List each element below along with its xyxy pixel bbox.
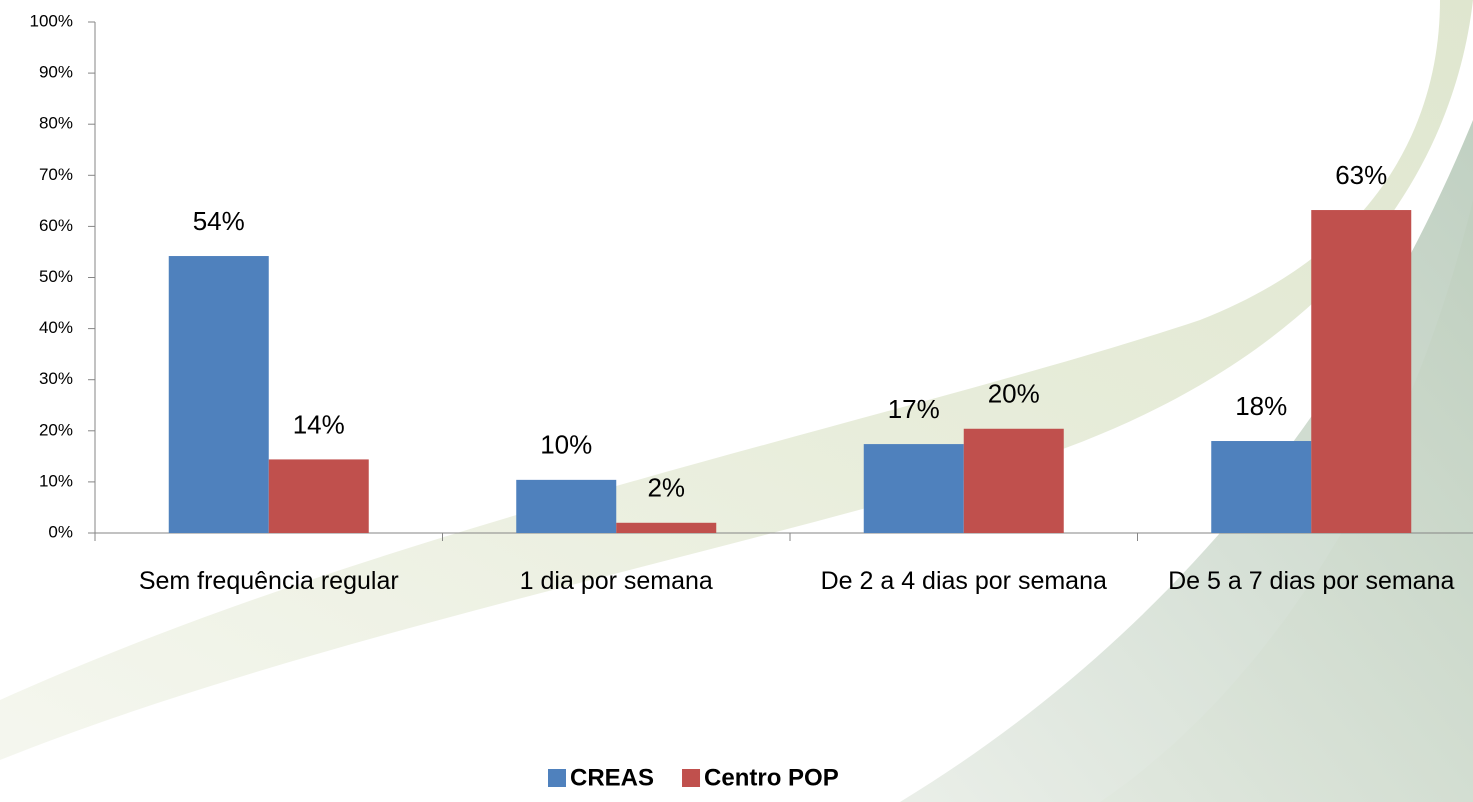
y-tick-label: 80% (39, 114, 73, 133)
y-tick-label: 70% (39, 165, 73, 184)
x-tick-label: De 2 a 4 dias por semana (814, 563, 1114, 599)
x-tick-label: Sem frequência regular (119, 563, 419, 599)
x-tick-label: 1 dia por semana (466, 563, 766, 599)
y-tick-label: 30% (39, 369, 73, 388)
bar (1211, 441, 1311, 533)
data-label: 10% (540, 430, 592, 460)
legend-label: Centro POP (704, 764, 839, 791)
y-tick-label: 20% (39, 420, 73, 439)
legend-swatch (548, 769, 566, 787)
x-tick-label: De 5 a 7 dias por semana (1161, 563, 1461, 599)
y-tick-label: 0% (48, 522, 73, 541)
chart-area: 0% 10% 20% 30% 40% 50% 60% 70% 80% 90% 100% 54% 14% 1… (0, 0, 1473, 802)
y-tick-label: 100% (30, 11, 73, 30)
data-label: 63% (1335, 160, 1387, 190)
y-tick-label: 50% (39, 267, 73, 286)
y-tick-label: 60% (39, 216, 73, 235)
bar (864, 444, 964, 533)
bar (964, 429, 1064, 533)
bar (269, 459, 369, 533)
data-label: 18% (1235, 391, 1287, 421)
data-label: 2% (647, 473, 685, 503)
legend-swatch (682, 769, 700, 787)
bar (169, 256, 269, 533)
y-tick-label: 40% (39, 318, 73, 337)
legend-label: CREAS (570, 764, 654, 791)
bar (1311, 210, 1411, 533)
chart: 0% 10% 20% 30% 40% 50% 60% 70% 80% 90% 100% 54% 14% 1… (0, 0, 1473, 802)
data-label: 17% (888, 394, 940, 424)
data-label: 54% (193, 206, 245, 236)
bar (516, 480, 616, 533)
data-label: 14% (293, 409, 345, 439)
bar (616, 523, 716, 533)
y-tick-label: 10% (39, 471, 73, 490)
data-label: 20% (988, 379, 1040, 409)
y-tick-label: 90% (39, 63, 73, 82)
